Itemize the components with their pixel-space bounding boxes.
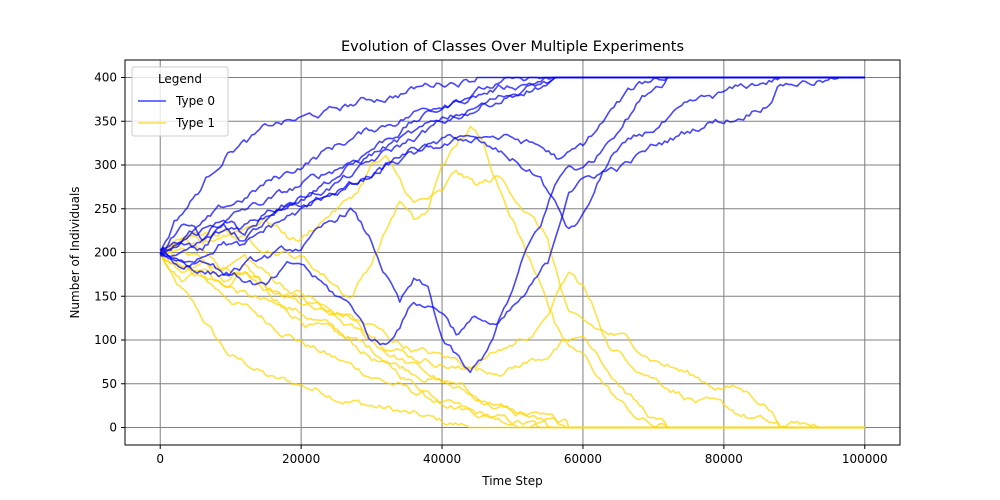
series-layer — [159, 76, 865, 429]
y-tick-label: 100 — [94, 333, 117, 347]
tick-layer: 0 20000 40000 60000 80000 100000 0 50 100 150 200 2… — [94, 71, 888, 467]
x-tick-label: 60000 — [564, 452, 602, 466]
y-tick-label: 0 — [109, 421, 117, 435]
y-tick-label: 250 — [94, 202, 117, 216]
y-tick-label: 150 — [94, 289, 117, 303]
series-line-type-1 — [159, 251, 865, 429]
y-tick-label: 400 — [94, 71, 117, 85]
series-line-type-0 — [160, 76, 865, 346]
y-axis-title: Number of Individuals — [68, 186, 82, 318]
x-tick-label: 100000 — [842, 452, 888, 466]
legend-title: Legend — [158, 72, 202, 86]
y-tick-label: 350 — [94, 114, 117, 128]
y-tick-label: 200 — [94, 246, 117, 260]
x-axis-title: Time Step — [481, 474, 543, 488]
y-tick-label: 300 — [94, 158, 117, 172]
x-tick-label: 40000 — [423, 452, 461, 466]
legend-box — [131, 66, 229, 137]
series-line-type-0 — [160, 76, 865, 374]
x-tick-label: 0 — [156, 452, 164, 466]
x-tick-label: 80000 — [705, 452, 743, 466]
legend-label-type-1: Type 1 — [175, 116, 215, 130]
x-tick-label: 20000 — [282, 452, 320, 466]
legend-label-type-0: Type 0 — [175, 94, 215, 108]
legend: Legend Type 0 Type 1 — [131, 66, 229, 137]
y-tick-label: 50 — [102, 377, 117, 391]
series-line-type-0 — [160, 76, 865, 256]
chart-title: Evolution of Classes Over Multiple Exper… — [341, 39, 684, 55]
